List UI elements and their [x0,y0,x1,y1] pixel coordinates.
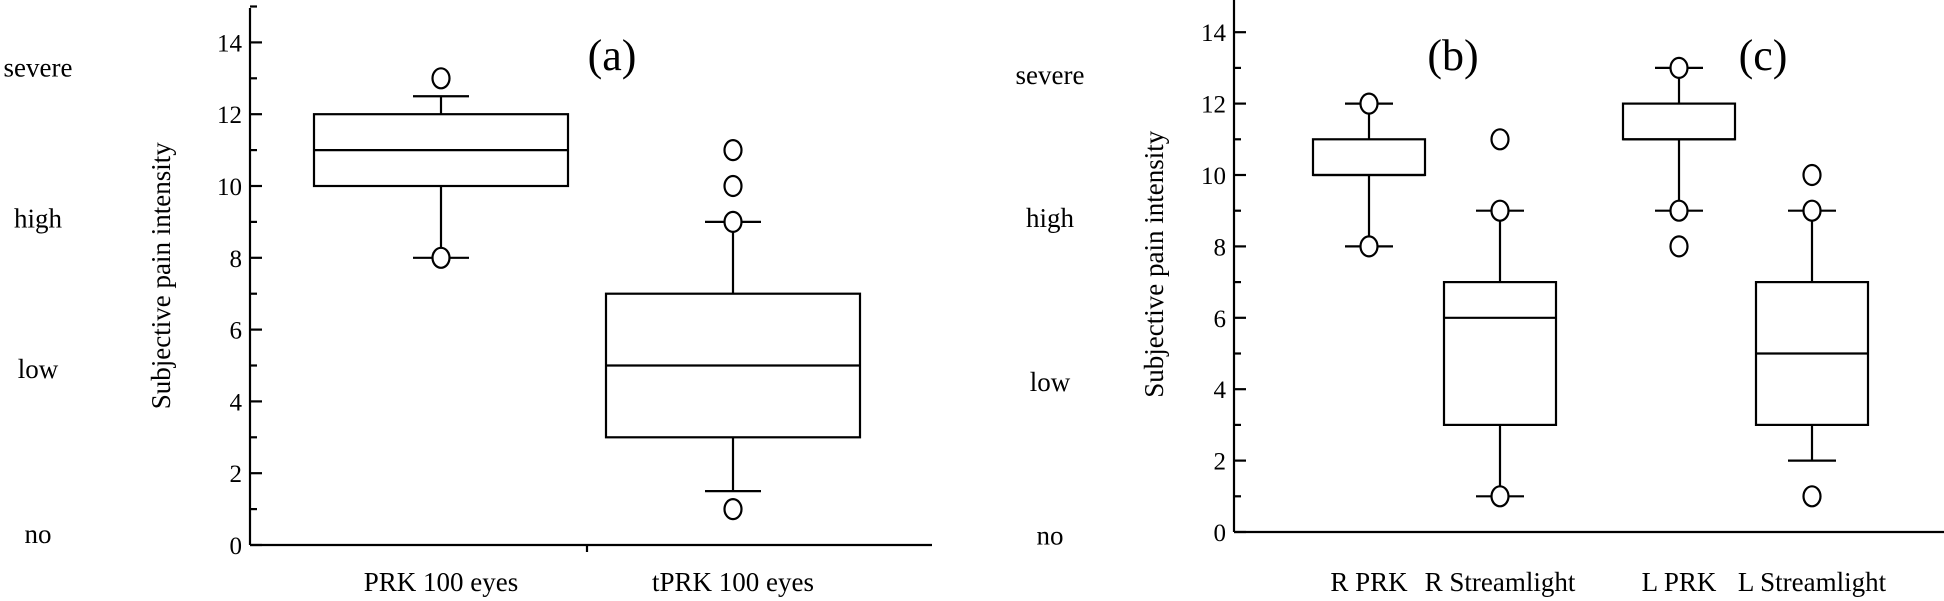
box-tprk-100-eyes [604,139,862,521]
y-tick-label: 12 [217,102,242,129]
box-l-prk [1621,56,1737,258]
panel-label: (a) [588,31,637,80]
y-tick-label: 14 [1201,20,1227,47]
y-axis-label: Subjective pain intensity [1139,130,1169,397]
x-tick-label: L Streamlight [1738,567,1887,597]
iqr-box [1442,281,1558,427]
panel-label: (b) [1427,31,1478,80]
x-tick-label: tPRK 100 eyes [652,567,814,597]
iqr-box [1621,102,1737,141]
y-tick-label: 2 [1214,449,1227,476]
box-r-streamlight [1442,128,1558,508]
outlier-point [1802,163,1822,187]
x-tick-label: PRK 100 eyes [364,567,519,597]
level-label: no [25,519,52,549]
box-l-streamlight [1754,163,1870,508]
y-tick-label: 8 [230,246,243,273]
outlier-point [723,174,743,198]
y-tick-label: 14 [217,30,243,57]
chart-panel-2: 0 2 4 6 8 10 12 14 Subjective pain intensity seve… [1016,0,1944,597]
y-tick-label: 0 [1214,520,1227,547]
y-tick-label: 6 [1214,306,1227,333]
level-label: low [18,354,59,384]
y-tick-label: 6 [230,318,243,345]
outlier-point [1490,199,1510,222]
x-tick-label: L PRK [1642,567,1717,597]
outlier-point [1359,235,1379,258]
outlier-point [1802,485,1822,508]
y-tick-label: 10 [1201,163,1226,190]
level-label: high [14,203,63,233]
outlier-point [1669,235,1689,258]
outlier-point [1490,128,1510,151]
y-tick-label: 10 [217,174,242,201]
x-tick-label: R PRK [1330,567,1408,597]
outlier-point [431,67,451,90]
outlier-point [1359,92,1379,115]
chart-panel-1: 0 2 4 6 8 10 12 14 Subjective pain intensity seve… [4,5,932,597]
level-label: severe [4,53,73,83]
outlier-point [723,210,743,233]
outlier-point [723,498,743,521]
box-r-prk [1311,92,1427,258]
box-prk-100-eyes [312,67,570,269]
outlier-point [1802,199,1822,222]
y-tick-label: 4 [1214,377,1227,404]
x-tick-label: R Streamlight [1425,567,1576,597]
outlier-point [723,139,743,162]
y-tick-label: 8 [1214,234,1227,261]
y-tick-label: 12 [1201,92,1226,119]
level-label: high [1026,203,1075,233]
y-tick-label: 2 [230,461,243,488]
outlier-point [1669,199,1689,222]
outlier-point [1490,485,1510,508]
y-axis-label: Subjective pain intensity [146,142,176,409]
panel-label: (c) [1739,31,1788,80]
outlier-point [1669,56,1689,80]
y-tick-label: 0 [230,533,243,560]
level-label: severe [1016,60,1085,90]
y-tick-label: 4 [230,389,243,416]
outlier-point [431,246,451,269]
iqr-box [1311,138,1427,177]
level-label: no [1037,521,1064,551]
level-label: low [1030,367,1071,397]
